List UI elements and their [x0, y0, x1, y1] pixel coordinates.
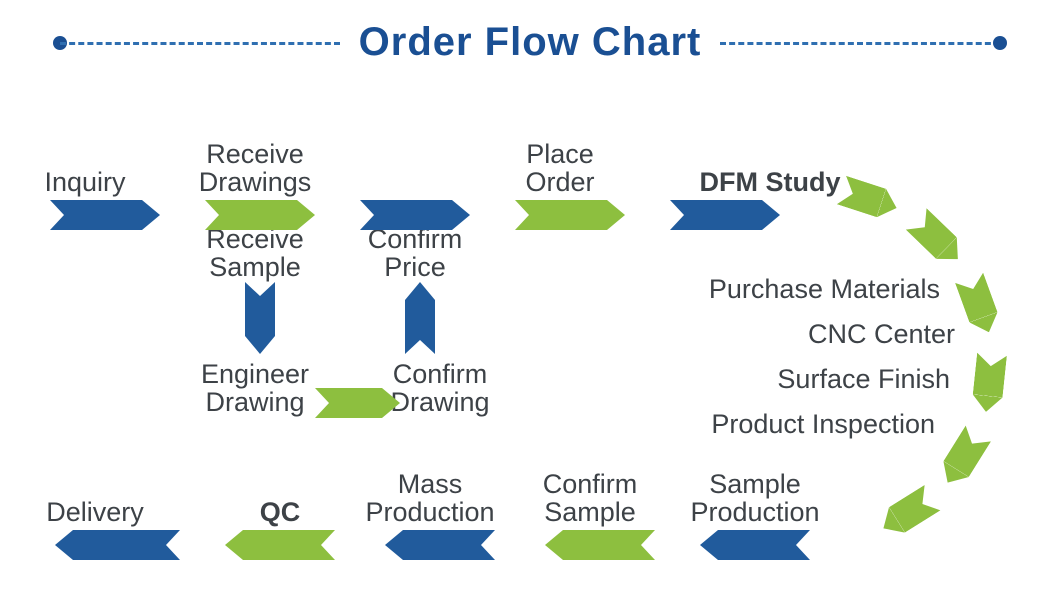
label-confirm_drawing: Confirm Drawing [390, 360, 489, 417]
a-eng-conf [315, 388, 400, 418]
label-delivery: Delivery [46, 498, 144, 526]
order-flow-chart: { "type": "flowchart", "canvas": { "widt… [0, 0, 1060, 600]
label-receive_drawings: Receive Drawings [199, 140, 312, 197]
a-recv-samp [245, 282, 275, 354]
label-qc: QC [260, 498, 301, 526]
label-place_order: Place Order [525, 140, 594, 197]
arc-seg-0 [837, 175, 901, 221]
b-qc [225, 530, 335, 560]
arc-seg-1 [905, 208, 968, 270]
label-sample_prod: Sample Production [690, 470, 819, 527]
a-conf-price [360, 200, 470, 230]
label-mass_prod: Mass Production [365, 470, 494, 527]
b-confsamp [545, 530, 655, 560]
label-engineer_drawing: Engineer Drawing [201, 360, 309, 417]
label-arc2: CNC Center [808, 320, 955, 348]
arc-seg-4 [935, 425, 991, 490]
label-confirm_sample: Confirm Sample [543, 470, 638, 527]
b-delivery [55, 530, 180, 560]
a-conf-draw-up [405, 282, 435, 354]
b-sample [700, 530, 810, 560]
label-dfm_study: DFM Study [700, 168, 841, 196]
arc-seg-5 [875, 485, 940, 541]
a-place-ord [515, 200, 625, 230]
a-recv-draw [205, 200, 315, 230]
title-dash-right [720, 42, 1000, 45]
label-confirm_price: Confirm Price [368, 225, 463, 282]
label-arc4: Product Inspection [711, 410, 935, 438]
label-inquiry: Inquiry [44, 168, 125, 196]
arc-seg-3 [971, 353, 1007, 414]
label-arc3: Surface Finish [777, 365, 950, 393]
title-dash-left [60, 42, 340, 45]
arc-seg-2 [955, 273, 1003, 338]
title-dot-right-icon [993, 36, 1007, 50]
label-arc1: Purchase Materials [709, 275, 940, 303]
a-dfm [670, 200, 780, 230]
label-receive_sample: Receive Sample [206, 225, 304, 282]
a-inquiry [50, 200, 160, 230]
b-mass [385, 530, 495, 560]
